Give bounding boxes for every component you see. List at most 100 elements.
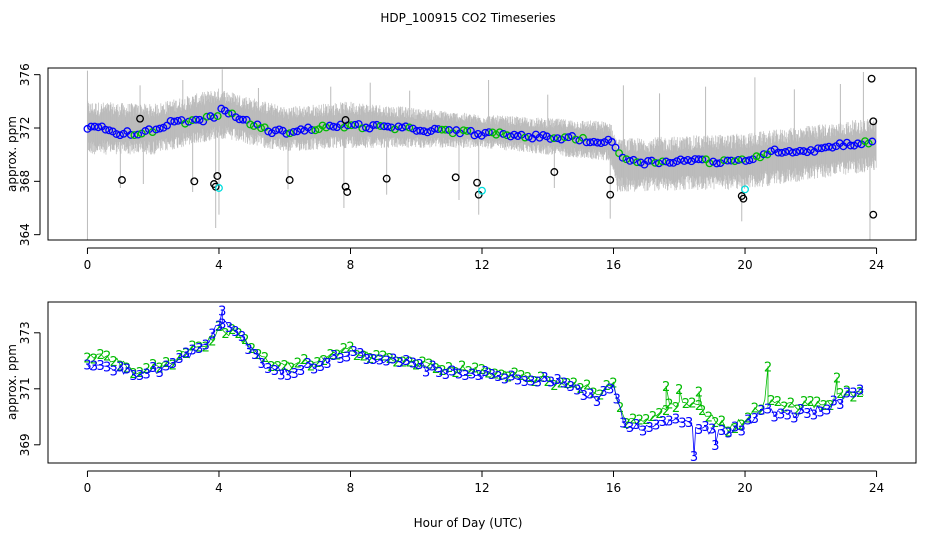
sensor-2-glyph: 2 [609, 376, 617, 391]
sensor-3-glyph: 3 [672, 413, 680, 428]
average-point [553, 134, 562, 143]
sensor-3-glyph: 3 [90, 360, 98, 375]
average-point [275, 125, 284, 134]
average-point [723, 156, 732, 165]
sensor-2-glyph: 2 [103, 350, 111, 365]
bottom-x-tick-label: 24 [869, 481, 884, 495]
sensor-3-glyph: 3 [626, 421, 634, 436]
sensor-3-glyph: 3 [317, 360, 325, 375]
average-point [745, 156, 754, 165]
average-point [597, 139, 605, 148]
sensor-3-line [87, 310, 864, 457]
average-point [282, 129, 291, 138]
average-point [235, 115, 244, 124]
sensor-2-glyph: 2 [189, 339, 197, 354]
sensor-3-glyph: 3 [218, 304, 226, 319]
sensor-2-glyph: 2 [504, 370, 512, 385]
bottom-y-tick-label: 371 [18, 377, 32, 400]
sensor-3-glyph: 3 [103, 360, 111, 375]
average-point [651, 158, 660, 167]
sensor-3-glyph: 3 [632, 418, 640, 433]
sensor-2-glyph: 2 [688, 397, 696, 412]
average-point [430, 124, 439, 133]
average-point [759, 150, 768, 159]
top-x-tick-label: 16 [606, 258, 621, 272]
sensor-2-glyph: 2 [340, 342, 348, 357]
average-point [202, 112, 211, 121]
average-point [369, 121, 378, 130]
sensor-2-glyph: 2 [662, 404, 670, 419]
bottom-y-axis-label: approx. ppm [5, 344, 19, 420]
average-point [785, 146, 794, 155]
bottom-x-tick-label: 16 [606, 481, 621, 495]
sensor-2-glyph: 2 [780, 401, 788, 416]
sensor-3-glyph: 3 [751, 412, 759, 427]
sensor-3-glyph: 3 [409, 357, 417, 372]
average-point [499, 129, 508, 138]
sensor-2-glyph: 2 [767, 394, 775, 409]
average-point [738, 155, 747, 164]
sensor-3-glyph: 3 [110, 364, 118, 379]
sensor-2-glyph: 2 [359, 349, 367, 364]
sensor-3-glyph: 3 [383, 355, 391, 370]
sensor-3-glyph: 3 [690, 450, 698, 465]
outlier-point [213, 172, 222, 180]
sensor-2-glyph: 2 [458, 359, 466, 374]
average-point [626, 156, 634, 165]
sensor-3-glyph: 3 [817, 405, 825, 420]
sensor-3-glyph: 3 [231, 325, 239, 340]
sensor-2-glyph: 2 [392, 356, 400, 371]
sensor-3-glyph: 3 [567, 380, 575, 395]
outlier-point [285, 176, 294, 184]
sensor-3-glyph: 3 [514, 374, 522, 389]
sensor-3-glyph: 3 [701, 420, 709, 435]
average-point [470, 131, 479, 140]
sensor-2-glyph: 2 [807, 395, 815, 410]
top-x-tick-label: 8 [347, 258, 355, 272]
outlier-point [606, 176, 615, 184]
sensor-3-glyph: 3 [507, 369, 515, 384]
sensor-3-glyph: 3 [258, 357, 266, 372]
sensor-3-glyph: 3 [646, 421, 654, 436]
sensor-2-glyph: 2 [287, 361, 295, 376]
sensor-3-glyph: 3 [369, 353, 377, 368]
sensor-2-glyph: 2 [208, 334, 216, 349]
average-point [618, 153, 627, 162]
top-y-tick-label: 364 [18, 223, 32, 246]
sensor-3-glyph: 3 [468, 367, 476, 382]
average-point [380, 122, 388, 131]
sensor-3-glyph: 3 [803, 407, 811, 422]
sensor-3-glyph: 3 [376, 354, 384, 369]
average-point [329, 122, 338, 131]
sensor-3-glyph: 3 [389, 353, 397, 368]
sensor-3-glyph: 3 [777, 407, 785, 422]
sensor-3-glyph: 3 [350, 345, 358, 360]
average-point [351, 120, 360, 129]
sensor-2-glyph: 2 [432, 362, 440, 377]
sensor-3-glyph: 3 [156, 366, 164, 381]
sensor-3-glyph: 3 [606, 382, 614, 397]
sensor-2-glyph: 2 [202, 340, 210, 355]
sensor-3-glyph: 3 [429, 360, 437, 375]
average-point [289, 127, 298, 136]
average-point [868, 137, 877, 146]
sensor-2-glyph: 2 [228, 323, 236, 338]
sensor-2-glyph: 2 [96, 348, 104, 363]
sensor-2-glyph: 2 [373, 349, 381, 364]
average-point [593, 138, 602, 147]
average-point [571, 135, 580, 144]
average-point [774, 148, 783, 157]
sensor-3-glyph: 3 [527, 375, 535, 390]
average-point [155, 124, 164, 133]
average-point [152, 125, 161, 134]
outlier-point [341, 182, 350, 191]
sensor-2-glyph: 2 [452, 366, 460, 381]
sensor-3-glyph: 3 [586, 388, 594, 403]
sensor-3-glyph: 3 [244, 343, 252, 358]
average-point [546, 134, 555, 143]
bottom-y-tick-label: 373 [18, 321, 32, 344]
sensor-3-glyph: 3 [129, 369, 137, 384]
top-plot-area [83, 69, 878, 240]
sensor-2-glyph: 2 [465, 365, 473, 380]
